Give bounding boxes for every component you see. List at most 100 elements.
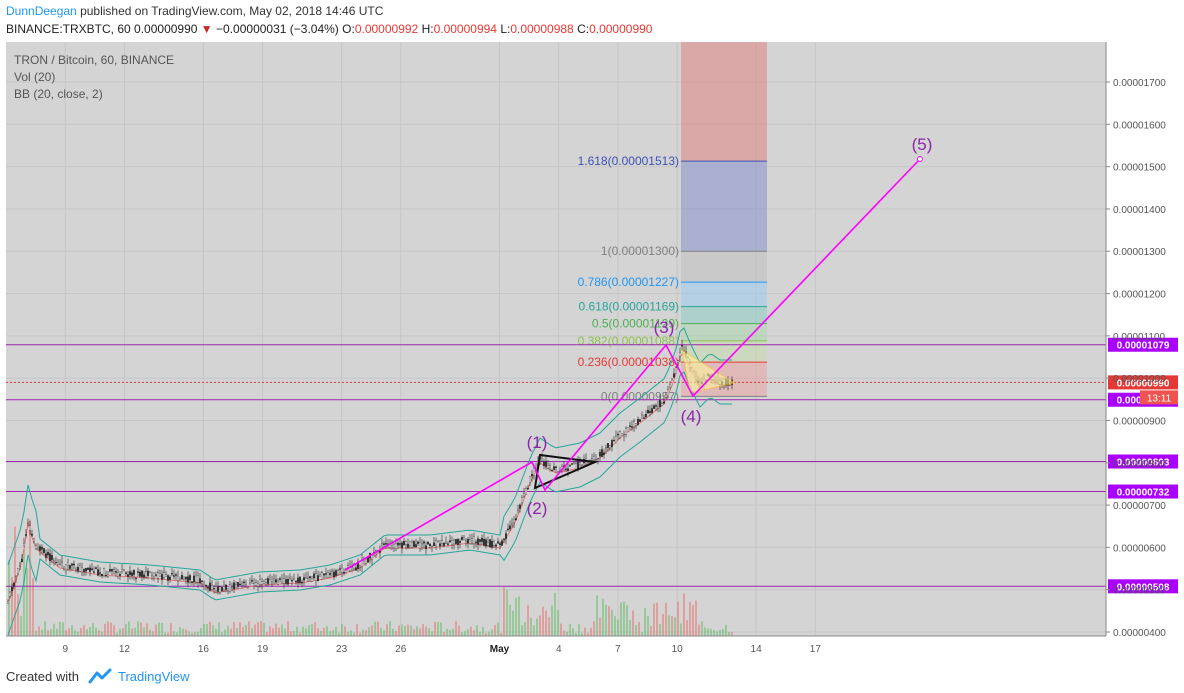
volume-bar: [593, 621, 595, 636]
volume-bar: [665, 602, 667, 636]
candle-body: [459, 540, 461, 543]
volume-bar: [101, 631, 103, 636]
candle-body: [549, 465, 551, 468]
volume-bar: [149, 629, 151, 636]
volume-bar: [62, 622, 64, 636]
candle-body: [363, 560, 365, 564]
candle-body: [259, 579, 261, 585]
time-axis[interactable]: [6, 636, 1106, 660]
candle-body: [149, 570, 151, 573]
volume-bar: [533, 625, 535, 636]
volume-bar: [269, 626, 271, 636]
x-tick-label: 14: [751, 644, 763, 655]
wave-label: (2): [527, 499, 548, 518]
candle-body: [499, 543, 501, 546]
last-price-tag: [1108, 375, 1178, 390]
candle-body: [129, 571, 131, 575]
candle-body: [645, 414, 647, 418]
price-chart[interactable]: 1.618(0.00001513) 1(0.00001300) 0.786(0.00…: [0, 42, 1184, 662]
elliott-waves[interactable]: (1) (2) (3) (4) (5): [344, 135, 932, 571]
volume-bar: [380, 628, 382, 636]
candle-body: [315, 573, 317, 581]
candle-body: [573, 462, 575, 464]
candle-body: [169, 576, 171, 580]
fib-level-label: 0.618(0.00001169): [578, 300, 679, 314]
fib-zone-band: [681, 323, 767, 341]
volume-bar: [659, 624, 661, 636]
volume-bar: [527, 605, 529, 636]
author-link[interactable]: DunnDeegan: [6, 4, 77, 18]
volume-bar: [713, 630, 715, 636]
candle-body: [219, 586, 221, 593]
volume-bar: [278, 627, 280, 636]
candle-body: [231, 587, 233, 589]
low-label: L:: [500, 22, 511, 36]
candle-body: [413, 541, 415, 547]
horizontal-levels[interactable]: 0.000010790.000009490.000008030.00000732…: [6, 337, 1178, 594]
candle-body: [359, 565, 361, 568]
candle-body: [95, 567, 97, 569]
volume-bar: [644, 607, 646, 636]
candle-body: [7, 601, 9, 604]
candle-body: [627, 427, 629, 432]
candle-body: [473, 536, 475, 544]
volume-bar: [260, 621, 262, 636]
volume-bar: [707, 628, 709, 636]
volume-bar: [581, 632, 583, 636]
candle-body: [463, 537, 465, 541]
candle-body: [61, 561, 63, 563]
candle-body: [415, 544, 417, 548]
candle-body: [127, 574, 129, 577]
candle-body: [309, 576, 311, 579]
volume-bar: [11, 576, 13, 636]
candle-body: [379, 550, 381, 553]
footer: Created with TradingView: [0, 660, 1184, 693]
fib-zone-band: [681, 282, 767, 307]
candle-body: [331, 570, 333, 572]
candle-body: [635, 423, 637, 426]
volume-bar: [290, 631, 292, 636]
volume-bar: [335, 626, 337, 636]
volume-bar: [134, 627, 136, 636]
candle-body: [393, 544, 395, 549]
candle-body: [525, 488, 527, 495]
candle-body: [313, 573, 315, 579]
candle-body: [469, 539, 471, 544]
volume-bar: [377, 621, 379, 636]
candle-body: [451, 540, 453, 545]
volume-bar: [26, 567, 28, 636]
candle-body: [287, 579, 289, 585]
tradingview-brand-link[interactable]: TradingView: [118, 669, 190, 684]
candle-body: [33, 538, 35, 542]
candle-body: [173, 575, 175, 577]
candle-body: [45, 553, 47, 558]
candle-body: [419, 542, 421, 549]
volume-bar: [326, 626, 328, 636]
volume-bar: [641, 632, 643, 636]
candle-body: [27, 521, 29, 524]
candle-body: [483, 539, 485, 546]
volume-bar: [623, 601, 625, 636]
volume-bar: [14, 526, 16, 636]
y-tick-label: 0.00001000: [1113, 374, 1166, 385]
volume-bar: [257, 622, 259, 636]
candle-body: [505, 533, 507, 539]
candle-body: [417, 541, 419, 544]
volume-bar: [419, 628, 421, 636]
candle-body: [157, 572, 159, 579]
candle-body: [599, 452, 601, 457]
level-tag-label: 0.00001079: [1117, 341, 1170, 352]
volume-bar: [209, 621, 211, 636]
volume-bar: [629, 620, 631, 636]
candle-body: [117, 572, 119, 577]
plot-background: [6, 42, 1106, 636]
candle-body: [47, 552, 49, 556]
candle-body: [77, 567, 79, 572]
candle-body: [273, 578, 275, 581]
candle-body: [541, 458, 543, 461]
volume-bar: [275, 623, 277, 636]
candle-body: [41, 546, 43, 550]
y-tick-label: 0.00000700: [1113, 501, 1166, 512]
volume-bar: [281, 624, 283, 636]
volume-bar: [230, 628, 232, 636]
